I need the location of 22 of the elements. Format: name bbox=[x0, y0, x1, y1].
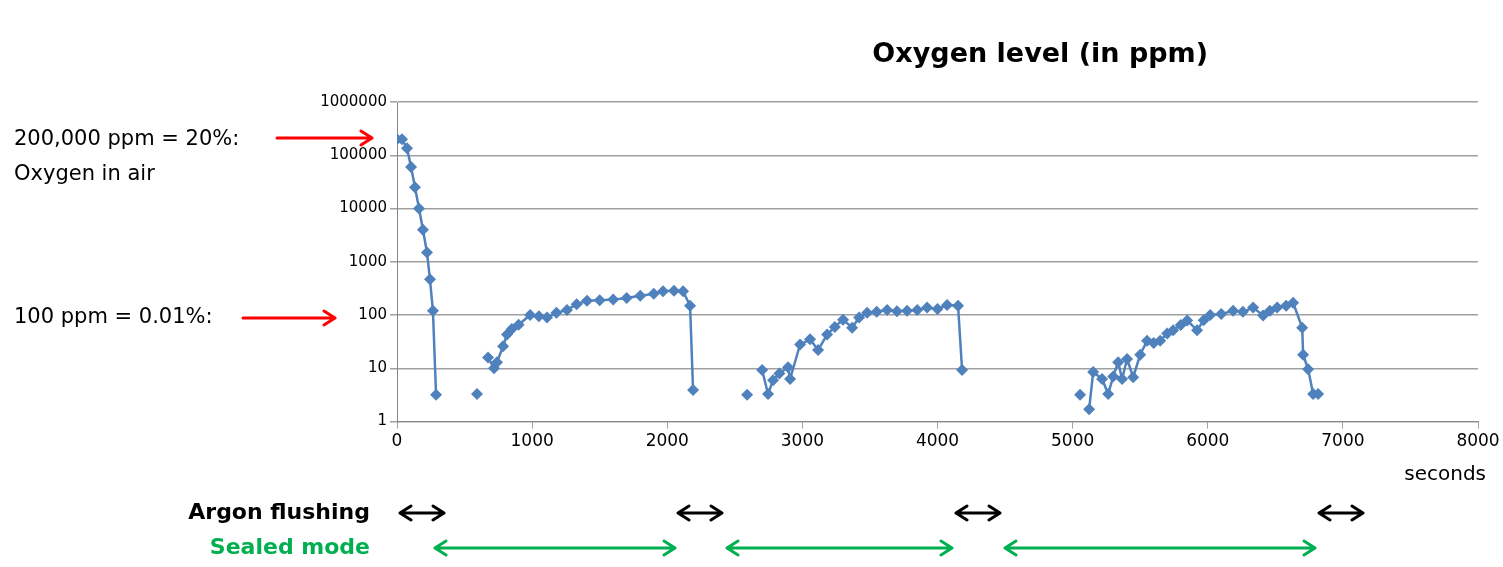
y-tick-label: 1000 bbox=[348, 251, 387, 270]
x-tick-label: 1000 bbox=[510, 430, 554, 451]
y-tick-label: 100 bbox=[358, 304, 387, 323]
x-axis-title: seconds bbox=[1404, 460, 1486, 485]
x-tick-label: 8000 bbox=[1456, 430, 1500, 451]
x-tick-label: 7000 bbox=[1321, 430, 1365, 451]
text: Argon flushing bbox=[188, 498, 370, 524]
y-tick-label: 1 bbox=[377, 411, 387, 430]
y-tick-label: 10 bbox=[367, 358, 387, 377]
x-tick-label: 4000 bbox=[915, 430, 960, 451]
text: Sealed mode bbox=[209, 533, 370, 559]
x-tick-label: 5000 bbox=[1050, 430, 1095, 451]
y-tick-label: 100000 bbox=[329, 145, 387, 164]
y-tick-label: 10000 bbox=[339, 198, 387, 217]
y-tick-label: 1000000 bbox=[320, 91, 387, 110]
x-tick-label: 0 bbox=[391, 430, 403, 451]
text: 200,000 ppm = 20%: Oxygen in air bbox=[14, 126, 240, 186]
x-tick-label: 2000 bbox=[645, 430, 689, 451]
text: 100 ppm = 0.01%: bbox=[14, 304, 213, 329]
x-tick-label: 6000 bbox=[1186, 430, 1230, 451]
chart-title: Oxygen level (in ppm) bbox=[872, 37, 1209, 69]
x-tick-label: 3000 bbox=[780, 430, 825, 451]
